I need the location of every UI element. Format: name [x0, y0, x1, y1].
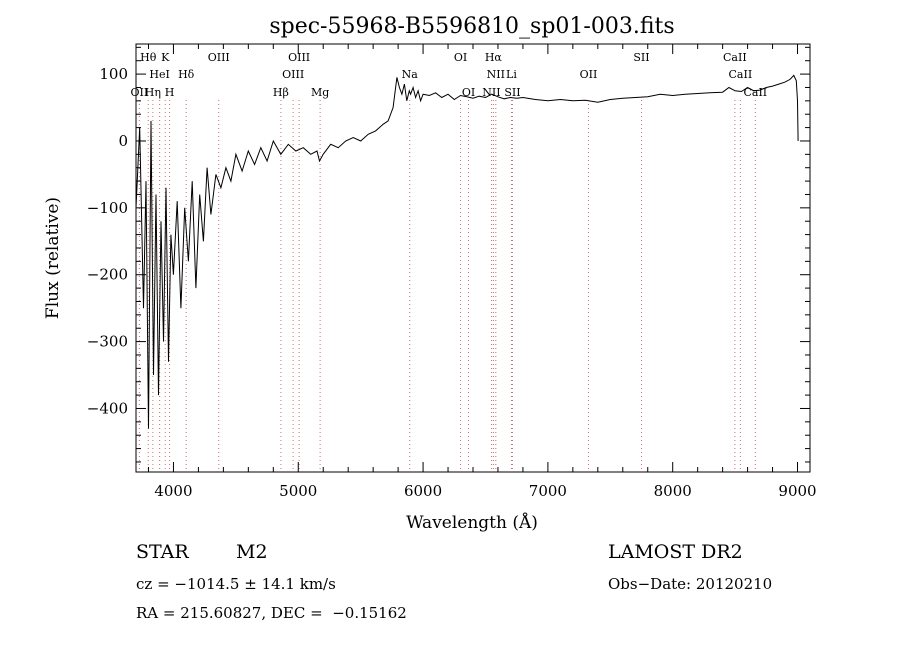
- y-tick-label: 100: [99, 65, 128, 83]
- y-tick-label: 0: [118, 132, 128, 150]
- survey-name: LAMOST DR2: [608, 541, 743, 563]
- spectral-line-label: HeI: [149, 68, 169, 81]
- x-tick-label: 4000: [154, 482, 192, 500]
- spectral-line-label: CaII: [729, 68, 753, 81]
- spectral-line-label: CaII: [723, 51, 747, 64]
- y-tick-label: −400: [87, 399, 128, 417]
- object-subclass: M2: [236, 541, 268, 563]
- spectral-line-label: Na: [402, 68, 419, 81]
- spectral-line-label: OI: [462, 86, 475, 99]
- chart-title: spec-55968-B5596810_sp01-003.fits: [269, 14, 674, 39]
- plot-frame: [135, 43, 811, 473]
- spectral-line-label: SII: [633, 51, 649, 64]
- x-tick-label: 6000: [404, 482, 442, 500]
- y-tick-label: −300: [87, 333, 128, 351]
- spectral-line-label: OII: [580, 68, 598, 81]
- y-axis-label: Flux (relative): [43, 197, 63, 319]
- spectral-line-label: OII: [131, 86, 149, 99]
- spectral-line-label: OIII: [208, 51, 230, 64]
- object-class: STAR: [136, 541, 189, 563]
- spectral-line-label: OIII: [282, 68, 304, 81]
- y-tick-label: −200: [87, 266, 128, 284]
- spectral-line-label: Mg: [311, 86, 329, 99]
- spectral-line-label: NII: [487, 68, 505, 81]
- observation-date: Obs−Date: 20120210: [608, 575, 773, 593]
- spectral-line-label: K: [161, 51, 170, 64]
- x-tick-label: 5000: [279, 482, 317, 500]
- x-axis-label: Wavelength (Å): [406, 512, 538, 533]
- x-tick-label: 9000: [778, 482, 816, 500]
- spectral-line-label: Hθ: [140, 51, 157, 64]
- spectral-line-label: Hα: [485, 51, 503, 64]
- spectral-line-label: Hδ: [178, 68, 195, 81]
- spectrum-line: [135, 74, 799, 429]
- x-tick-label: 7000: [529, 482, 567, 500]
- sky-coordinates: RA = 215.60827, DEC = −0.15162: [136, 604, 407, 622]
- tick-labels: 4000 5000 6000 7000 8000 9000 −400 −300 −200 −100…: [87, 65, 817, 500]
- spectral-line-label: Li: [506, 68, 517, 81]
- spectral-line-label: Hβ: [273, 86, 289, 99]
- spectral-line-label: Hη: [145, 86, 161, 99]
- spectral-line-label: SII: [504, 86, 520, 99]
- redshift-velocity: cz = −1014.5 ± 14.1 km/s: [136, 575, 336, 593]
- spectral-line-label: OI: [454, 51, 467, 64]
- spectral-line-label: H: [165, 86, 175, 99]
- x-tick-label: 8000: [654, 482, 692, 500]
- axis-ticks: [136, 44, 810, 472]
- y-tick-label: −100: [87, 199, 128, 217]
- spectral-line-label: OIII: [288, 51, 310, 64]
